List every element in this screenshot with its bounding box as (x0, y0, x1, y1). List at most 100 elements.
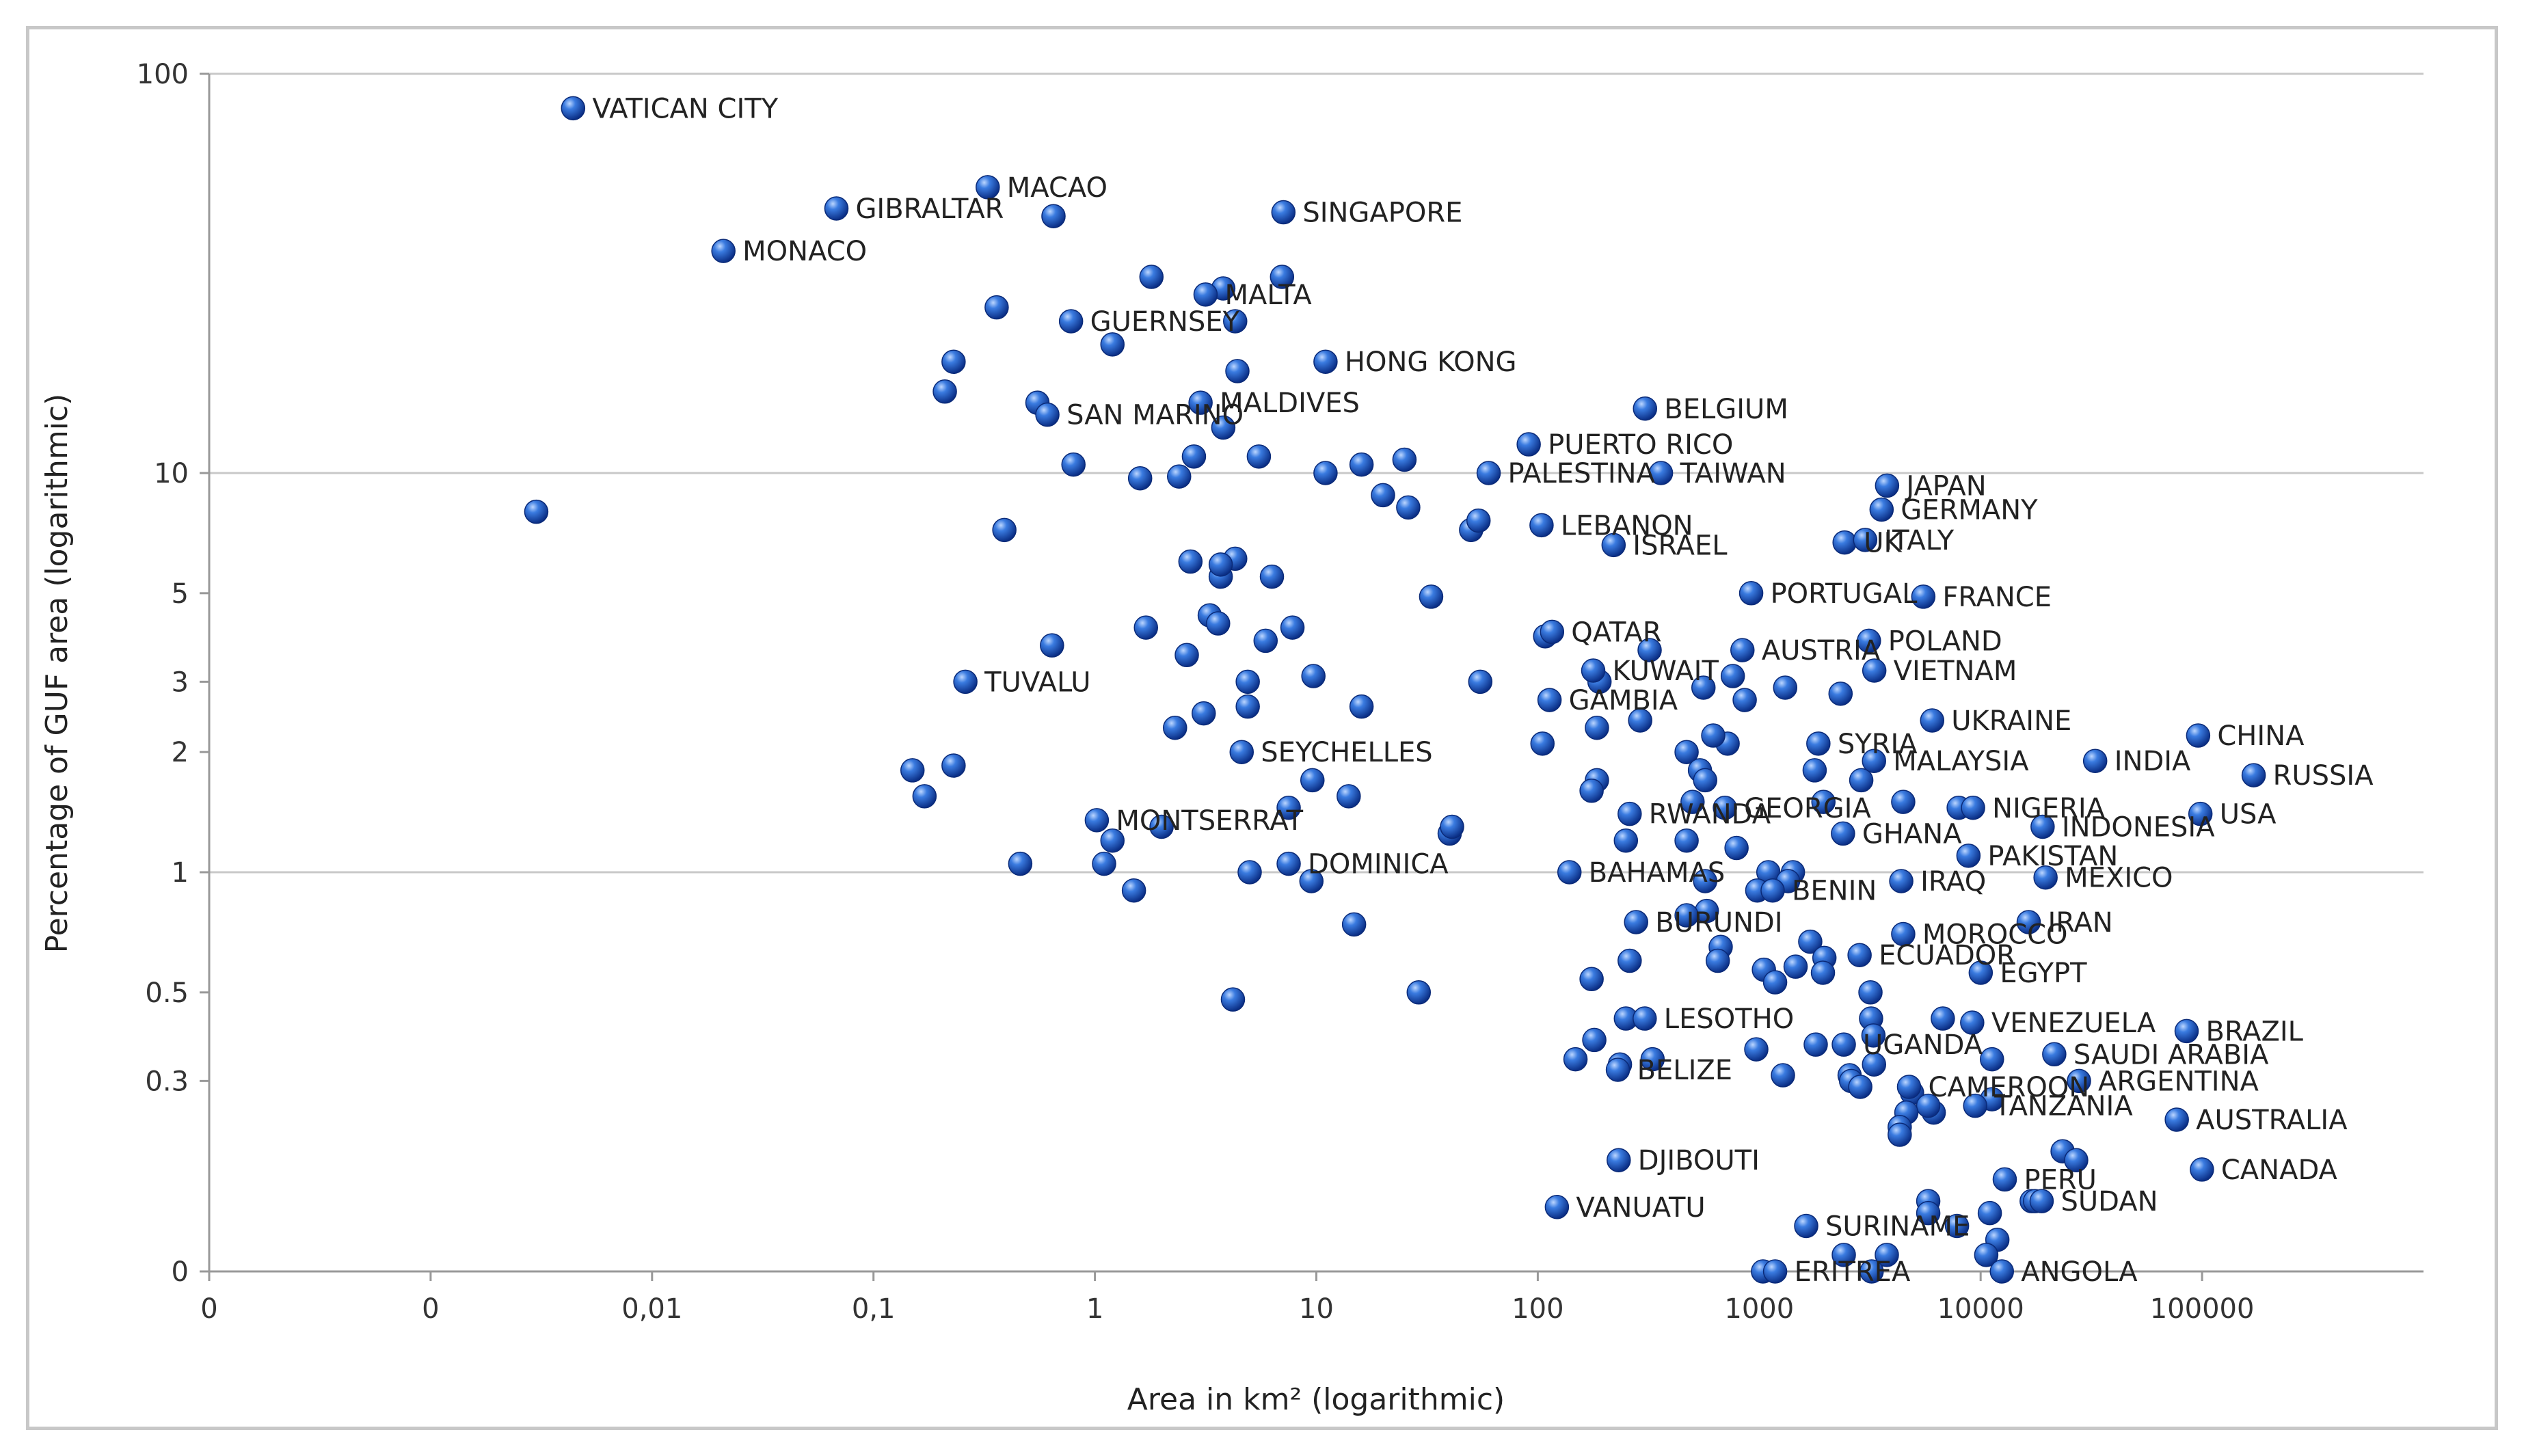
point-label-djibouti: DJIBOUTI (1638, 1145, 1760, 1176)
data-point-morocco (1891, 921, 1916, 947)
point-label-palestina: PALESTINA (1508, 458, 1656, 489)
data-point (1468, 669, 1493, 695)
x-tick-label: 0,01 (621, 1293, 682, 1325)
data-point (1931, 1006, 1955, 1031)
data-point (1133, 615, 1158, 640)
data-point (1466, 508, 1491, 533)
data-point (1680, 790, 1705, 814)
data-point (912, 784, 937, 809)
data-point-france (1911, 584, 1936, 609)
data-point (1337, 784, 1361, 809)
data-point (1041, 204, 1066, 228)
data-point-lebanon (1529, 513, 1554, 538)
data-point-italy (1853, 528, 1878, 552)
point-label-brazil: BRAZIL (2206, 1016, 2304, 1047)
data-point (1858, 980, 1883, 1005)
data-point (1300, 768, 1325, 793)
data-point (1771, 1063, 1795, 1088)
data-point-angola (1989, 1259, 2015, 1284)
point-label-uganda: UGANDA (1863, 1029, 1983, 1061)
data-point-india (2082, 749, 2108, 773)
point-label-germany: GERMANY (1901, 494, 2038, 526)
point-label-france: FRANCE (1942, 582, 2052, 613)
data-point-indonesia (2030, 814, 2055, 839)
data-point (2064, 1148, 2089, 1172)
data-point (1848, 1075, 1872, 1099)
data-point-djibouti (1607, 1148, 1631, 1172)
data-point (1811, 790, 1836, 814)
data-point (1174, 643, 1199, 668)
point-label-india: INDIA (2114, 746, 2191, 777)
data-point-venezuela (1960, 1010, 1985, 1035)
data-point (1235, 669, 1260, 695)
point-label-vanuatu: VANUATU (1576, 1192, 1705, 1224)
x-tick-labels: 0 0 0,01 0,1 1 10 100 1000 10000 100000 (200, 1271, 2254, 1325)
data-point (1530, 731, 1555, 756)
data-point (1617, 948, 1642, 973)
data-point-usa (2188, 801, 2213, 826)
data-point-peru (1992, 1167, 2017, 1192)
x-tick-label: 0,1 (852, 1293, 896, 1325)
point-label-singapore: SINGAPORE (1302, 198, 1462, 229)
data-point (1163, 716, 1187, 740)
y-tick-label: 3 (172, 666, 189, 698)
data-point (1831, 1243, 1856, 1267)
point-label-tanzania: TANZANIA (1993, 1091, 2133, 1122)
point-label-syria: SYRIA (1838, 729, 1918, 760)
data-point (1732, 688, 1757, 712)
data-point (1582, 1027, 1607, 1053)
data-point (1139, 265, 1164, 289)
data-point-malta (1193, 282, 1218, 307)
y-tick-label: 10 (154, 458, 189, 489)
x-tick-label: 100 (1512, 1293, 1563, 1325)
data-point-sudan (2029, 1189, 2054, 1213)
point-label-china: CHINA (2217, 720, 2305, 752)
data-point-palestina (1476, 461, 1501, 485)
data-point (1349, 452, 1374, 477)
data-point (1276, 796, 1301, 820)
data-point (1861, 1023, 1886, 1048)
x-tick-label: 0 (422, 1293, 439, 1325)
data-point-austria (1730, 638, 1755, 662)
data-point (1720, 664, 1745, 688)
point-label-macao: MACAO (1007, 172, 1107, 204)
data-point (1220, 987, 1246, 1012)
point-label-lebanon: LEBANON (1561, 510, 1693, 541)
data-point-uganda (1831, 1032, 1856, 1057)
point-label-nigeria: NIGERIA (1992, 793, 2106, 824)
point-label-seychelles: SEYCHELLES (1261, 737, 1432, 768)
data-point-china (2186, 723, 2211, 748)
y-tick-label: 0.3 (145, 1066, 189, 1097)
data-point (1225, 359, 1250, 383)
data-point-burundi (1624, 910, 1648, 934)
data-point (1092, 851, 1116, 876)
data-point-maldives (1188, 390, 1213, 415)
data-point (1253, 628, 1278, 653)
point-label-saudi-arabia: SAUDI ARABIA (2073, 1039, 2269, 1070)
chart-frame (26, 26, 2498, 1430)
data-point (992, 517, 1017, 543)
data-point (1783, 954, 1808, 979)
data-point-nigeria (1961, 796, 1985, 820)
point-label-peru: PERU (2024, 1164, 2096, 1196)
data-point (1313, 461, 1338, 485)
data-point (1100, 332, 1125, 357)
data-point (1121, 878, 1146, 903)
data-point (984, 295, 1009, 320)
data-point (1828, 682, 1853, 706)
point-label-iraq: IRAQ (1920, 866, 1986, 898)
point-label-san-marino: SAN MARINO (1066, 400, 1244, 431)
data-point-dominica (1276, 851, 1301, 876)
data-point-guernsey (1058, 309, 1084, 334)
data-point-vatican-city (561, 96, 586, 121)
data-point (1149, 814, 1174, 839)
data-point (1701, 723, 1726, 748)
data-point-malaysia (1862, 749, 1886, 773)
data-point (1693, 869, 1717, 893)
point-label-georgia: GEORGIA (1744, 793, 1871, 824)
data-point (1270, 265, 1295, 289)
data-point-pakistan (1956, 844, 1981, 868)
point-label-iran: IRAN (2048, 907, 2112, 939)
data-point (1693, 768, 1717, 793)
